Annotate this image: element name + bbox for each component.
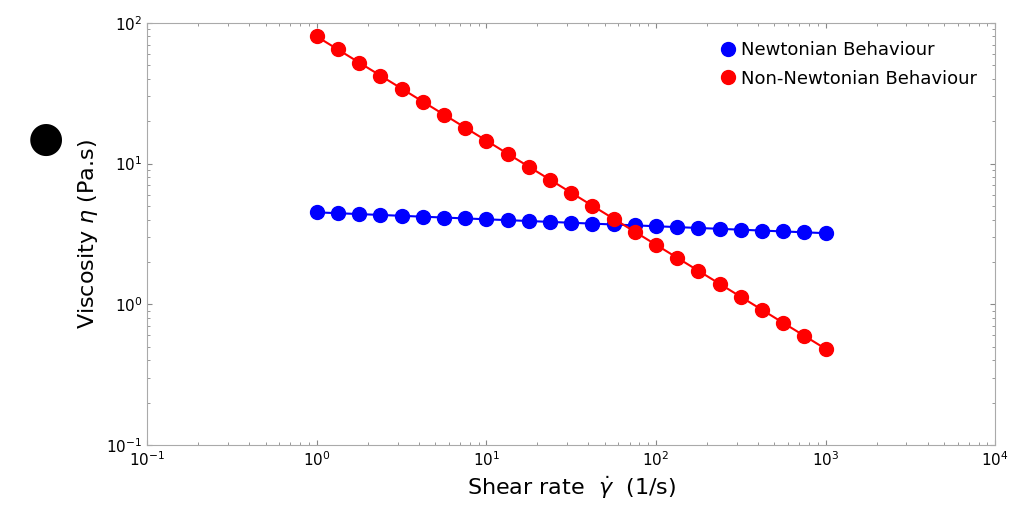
Newtonian Behaviour — [586, 220, 598, 227]
Y-axis label: Viscosity $\eta$ (Pa.s): Viscosity $\eta$ (Pa.s) — [77, 139, 100, 329]
Non-Newtonian Behaviour — [353, 59, 366, 66]
Non-Newtonian Behaviour — [650, 241, 663, 248]
Newtonian Behaviour — [310, 209, 323, 216]
Non-Newtonian Behaviour — [756, 307, 768, 313]
Non-Newtonian Behaviour — [777, 320, 790, 326]
Newtonian Behaviour — [459, 215, 471, 221]
Non-Newtonian Behaviour — [459, 124, 471, 131]
Newtonian Behaviour — [502, 217, 514, 223]
Non-Newtonian Behaviour — [544, 176, 556, 183]
Line: Newtonian Behaviour: Newtonian Behaviour — [309, 205, 833, 240]
Newtonian Behaviour — [417, 214, 429, 220]
Newtonian Behaviour — [629, 222, 641, 229]
Non-Newtonian Behaviour — [438, 111, 451, 118]
Non-Newtonian Behaviour — [586, 203, 598, 209]
Newtonian Behaviour — [522, 218, 535, 224]
Newtonian Behaviour — [756, 228, 768, 234]
Non-Newtonian Behaviour — [798, 333, 810, 339]
Non-Newtonian Behaviour — [819, 346, 831, 352]
Newtonian Behaviour — [353, 211, 366, 217]
Newtonian Behaviour — [734, 227, 746, 233]
Non-Newtonian Behaviour — [734, 294, 746, 300]
Line: Non-Newtonian Behaviour: Non-Newtonian Behaviour — [309, 29, 833, 356]
Non-Newtonian Behaviour — [714, 281, 726, 287]
Non-Newtonian Behaviour — [502, 151, 514, 157]
Newtonian Behaviour — [671, 224, 683, 230]
Newtonian Behaviour — [819, 230, 831, 236]
Newtonian Behaviour — [374, 212, 386, 218]
Newtonian Behaviour — [480, 216, 493, 222]
Non-Newtonian Behaviour — [629, 229, 641, 235]
Non-Newtonian Behaviour — [692, 268, 705, 274]
Newtonian Behaviour — [395, 213, 408, 219]
Text: ●: ● — [28, 118, 65, 160]
Non-Newtonian Behaviour — [565, 189, 578, 196]
Newtonian Behaviour — [714, 225, 726, 232]
Newtonian Behaviour — [798, 229, 810, 235]
Newtonian Behaviour — [438, 215, 451, 221]
Non-Newtonian Behaviour — [417, 99, 429, 105]
Non-Newtonian Behaviour — [671, 254, 683, 261]
Non-Newtonian Behaviour — [395, 86, 408, 92]
Newtonian Behaviour — [777, 229, 790, 235]
Newtonian Behaviour — [332, 210, 344, 216]
Newtonian Behaviour — [692, 225, 705, 231]
Non-Newtonian Behaviour — [522, 164, 535, 170]
Newtonian Behaviour — [650, 223, 663, 229]
Newtonian Behaviour — [565, 220, 578, 226]
Non-Newtonian Behaviour — [374, 72, 386, 78]
Newtonian Behaviour — [607, 221, 620, 228]
X-axis label: Shear rate  $\dot{\gamma}$  (1/s): Shear rate $\dot{\gamma}$ (1/s) — [467, 474, 676, 501]
Non-Newtonian Behaviour — [607, 216, 620, 222]
Non-Newtonian Behaviour — [480, 137, 493, 143]
Legend: Newtonian Behaviour, Non-Newtonian Behaviour: Newtonian Behaviour, Non-Newtonian Behav… — [714, 32, 986, 97]
Non-Newtonian Behaviour — [332, 46, 344, 53]
Newtonian Behaviour — [544, 219, 556, 225]
Non-Newtonian Behaviour — [310, 34, 323, 40]
